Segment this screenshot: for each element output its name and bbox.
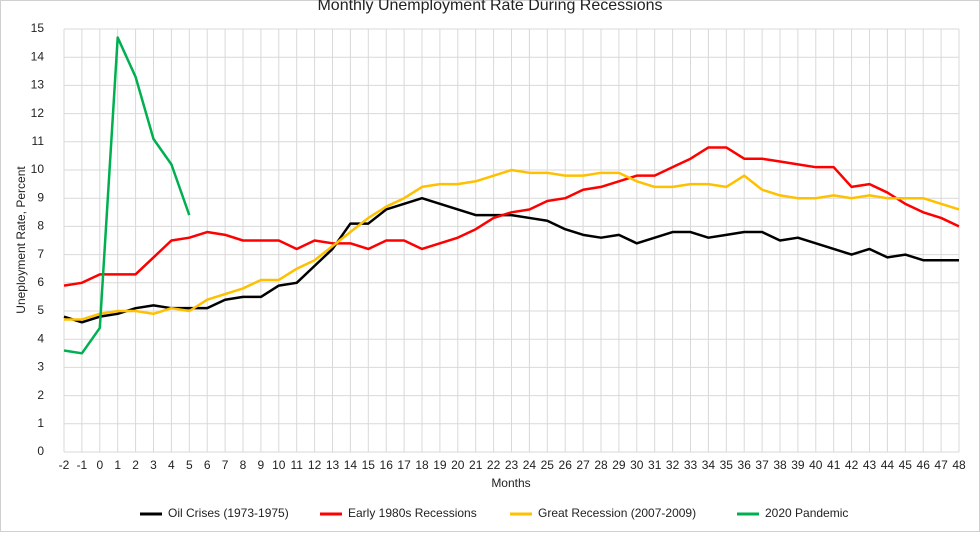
y-tick-label: 15 <box>31 21 45 35</box>
x-tick-label: 19 <box>433 458 447 472</box>
x-tick-label: 34 <box>702 458 716 472</box>
x-tick-label: 9 <box>258 458 265 472</box>
x-tick-label: 28 <box>594 458 608 472</box>
x-tick-label: 12 <box>308 458 322 472</box>
y-tick-label: 7 <box>37 247 44 261</box>
x-tick-label: 39 <box>791 458 805 472</box>
x-tick-label: 38 <box>773 458 787 472</box>
x-tick-label: 25 <box>541 458 555 472</box>
y-tick-label: 12 <box>31 106 45 120</box>
series-line <box>63 196 959 324</box>
y-tick-label: 10 <box>31 162 45 176</box>
x-tick-label: 42 <box>845 458 859 472</box>
x-tick-label: 37 <box>755 458 769 472</box>
x-tick-label: 16 <box>380 458 394 472</box>
x-tick-label: -1 <box>77 458 88 472</box>
x-tick-label: 45 <box>899 458 913 472</box>
x-tick-label: 3 <box>150 458 157 472</box>
x-tick-label: 7 <box>222 458 229 472</box>
series-line <box>63 36 191 355</box>
x-tick-label: 46 <box>917 458 931 472</box>
legend: Oil Crises (1973-1975) Early 1980s Recess… <box>140 506 848 520</box>
y-tick-label: 1 <box>37 416 44 430</box>
x-tick-label: 36 <box>738 458 752 472</box>
x-tick-label: 35 <box>720 458 734 472</box>
x-tick-label: 8 <box>240 458 247 472</box>
x-tick-label: 32 <box>666 458 680 472</box>
x-tick-label: 20 <box>451 458 465 472</box>
y-tick-label: 5 <box>37 303 44 317</box>
y-tick-label: 4 <box>37 331 44 345</box>
x-tick-label: 17 <box>397 458 411 472</box>
y-tick-label: 13 <box>31 78 45 92</box>
x-tick-label: 11 <box>290 458 303 472</box>
x-tick-label: 30 <box>630 458 644 472</box>
x-tick-label: 33 <box>684 458 698 472</box>
x-tick-label: 22 <box>487 458 501 472</box>
x-tick-label: 0 <box>96 458 103 472</box>
x-tick-label: 31 <box>648 458 662 472</box>
y-tick-label: 14 <box>31 49 45 63</box>
x-tick-label: 21 <box>469 458 483 472</box>
legend-label: Great Recession (2007-2009) <box>538 506 696 520</box>
series-line <box>64 168 960 321</box>
x-tick-label: 23 <box>505 458 519 472</box>
x-tick-label: 48 <box>952 458 966 472</box>
x-axis-label: Months <box>491 476 530 490</box>
x-tick-label: -2 <box>59 458 70 472</box>
plot <box>63 36 960 355</box>
x-tick-label: 2 <box>132 458 139 472</box>
y-tick-label: 9 <box>37 190 44 204</box>
x-tick-label: 18 <box>415 458 429 472</box>
x-tick-label: 44 <box>881 458 895 472</box>
x-tick-label: 14 <box>344 458 358 472</box>
x-tick-label: 47 <box>934 458 948 472</box>
x-tick-label: 6 <box>204 458 211 472</box>
x-tick-label: 40 <box>809 458 823 472</box>
x-tick-label: 29 <box>612 458 626 472</box>
y-tick-label: 0 <box>37 444 44 458</box>
x-tick-label: 24 <box>523 458 537 472</box>
x-tick-label: 5 <box>186 458 193 472</box>
x-tick-label: 1 <box>114 458 121 472</box>
y-tick-label: 8 <box>37 219 44 233</box>
y-tick-label: 6 <box>37 275 44 289</box>
x-tick-label: 4 <box>168 458 175 472</box>
y-tick-label: 11 <box>32 134 45 148</box>
x-tick-label: 43 <box>863 458 877 472</box>
x-tick-label: 27 <box>576 458 590 472</box>
chart-title: Monthly Unemployment Rate During Recessi… <box>317 0 662 14</box>
y-tick-label: 3 <box>37 360 44 374</box>
y-tick-label: 2 <box>37 388 44 402</box>
x-tick-label: 41 <box>827 458 841 472</box>
x-tick-label: 15 <box>362 458 376 472</box>
x-tick-label: 26 <box>559 458 573 472</box>
x-tick-label: 10 <box>272 458 286 472</box>
legend-label: Oil Crises (1973-1975) <box>168 506 289 520</box>
legend-label: Early 1980s Recessions <box>348 506 477 520</box>
x-tick-label: 13 <box>326 458 340 472</box>
legend-label: 2020 Pandemic <box>765 506 848 520</box>
y-axis-label: Uneployment Rate, Percent <box>14 166 28 314</box>
series-line <box>63 146 960 287</box>
